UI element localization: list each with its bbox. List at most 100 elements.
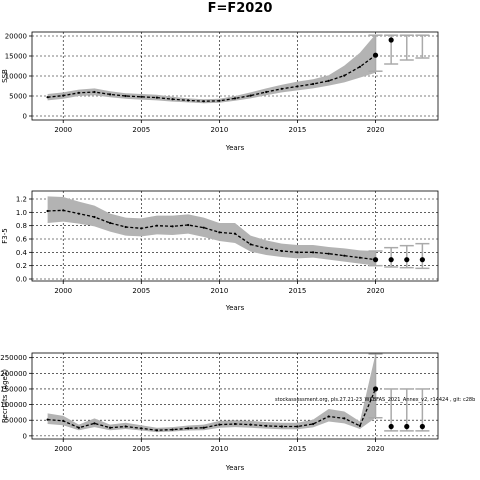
x-tick-label: 2005 [132, 287, 150, 295]
x-tick-label: 2000 [54, 126, 72, 134]
projection-median-point [372, 52, 379, 58]
estimate-point [62, 94, 65, 97]
estimate-point [265, 90, 268, 94]
estimate-point [171, 225, 174, 228]
projection-median-point [372, 257, 379, 263]
y-tick-label: 200000 [0, 370, 27, 378]
y-tick-label: 250000 [0, 354, 27, 362]
estimate-point [311, 422, 315, 426]
estimate-point [108, 93, 112, 96]
x-tick-label: 2020 [367, 126, 385, 134]
estimate-point [108, 426, 112, 429]
estimate-point [124, 425, 127, 428]
estimate-point [343, 254, 346, 257]
confidence-band [47, 196, 376, 266]
x-tick-label: 2000 [54, 445, 72, 453]
estimate-point [233, 232, 237, 235]
estimate-line [47, 388, 377, 431]
estimate-point [202, 100, 205, 103]
estimate-point [108, 221, 112, 225]
estimate-point [171, 98, 174, 101]
estimate-point [187, 427, 190, 430]
estimate-point [233, 422, 237, 426]
y-tick-label: 0 [23, 432, 27, 440]
estimate-point [46, 96, 49, 99]
assessment-annotation: stockassessment.org, pls.27.21-23_WKBFAS… [275, 397, 475, 403]
estimate-point [77, 212, 80, 215]
estimate-point [187, 223, 190, 227]
estimate-point [140, 95, 143, 98]
estimate-point [187, 99, 190, 102]
y-tick-label: 0.4 [16, 249, 28, 257]
x-tick-label: 2010 [210, 287, 228, 295]
y-tick-label: 20000 [5, 33, 27, 41]
estimate-point [280, 425, 283, 428]
estimate-point [280, 249, 283, 253]
y-tick-label: 10000 [5, 73, 27, 81]
projection-median-point [388, 37, 394, 43]
x-tick-label: 2010 [210, 445, 228, 453]
x-tick-label: 2005 [132, 445, 150, 453]
estimate-point [358, 256, 362, 259]
estimate-point [46, 418, 49, 421]
confidence-band [47, 353, 376, 433]
estimate-point [124, 94, 127, 98]
figure-title: F=F2020 [207, 1, 273, 16]
estimate-point [171, 428, 174, 431]
axes-frame [31, 190, 439, 282]
estimate-point [311, 82, 315, 86]
estimate-point [327, 415, 330, 418]
projection-median-point [404, 257, 410, 263]
axes-frame [31, 352, 439, 440]
y-tick-label: 5000 [9, 93, 27, 101]
estimate-point [77, 91, 80, 94]
y-tick-label: 0 [23, 113, 27, 121]
estimate-point [93, 422, 96, 425]
y-axis-label: SSB [1, 69, 9, 83]
confidence-band [47, 34, 376, 104]
estimate-point [327, 79, 330, 82]
y-tick-label: 1.2 [16, 196, 27, 204]
estimate-point [93, 215, 96, 219]
y-tick-label: 50000 [5, 417, 27, 425]
y-tick-label: 1.0 [16, 209, 27, 217]
estimate-line [47, 54, 376, 102]
x-tick-label: 2010 [210, 126, 228, 134]
x-axis-label: Years [225, 144, 245, 152]
estimate-point [249, 94, 252, 97]
estimate-point [343, 74, 346, 77]
estimate-point [202, 426, 205, 429]
y-tick-label: 100000 [0, 401, 27, 409]
estimate-point [155, 429, 159, 432]
y-tick-label: 15000 [5, 53, 27, 61]
estimate-point [296, 85, 299, 88]
projection-median-point [419, 423, 425, 430]
projection-median-point [372, 386, 379, 392]
x-tick-label: 2015 [289, 445, 307, 453]
estimate-point [93, 90, 96, 94]
estimate-point [280, 87, 283, 90]
y-axis-label: F3-5 [1, 228, 9, 243]
estimate-point [140, 427, 143, 430]
estimate-point [62, 209, 65, 212]
projection-median-point [388, 257, 394, 263]
estimate-point [202, 226, 205, 229]
x-tick-label: 2005 [132, 126, 150, 134]
projection-median-point [419, 257, 425, 263]
estimate-point [249, 423, 252, 426]
estimate-point [265, 424, 268, 427]
estimate-point [296, 251, 299, 254]
x-axis-label: Years [225, 464, 245, 472]
estimate-line [47, 209, 376, 261]
estimate-point [62, 419, 65, 422]
x-tick-label: 2015 [289, 287, 307, 295]
y-tick-label: 0.8 [16, 222, 27, 230]
estimate-point [233, 97, 237, 100]
estimate-point [155, 96, 159, 99]
estimate-point [249, 243, 252, 246]
x-tick-label: 2020 [367, 287, 385, 295]
x-tick-label: 2000 [54, 287, 72, 295]
estimate-point [140, 227, 143, 230]
estimate-point [358, 65, 362, 68]
